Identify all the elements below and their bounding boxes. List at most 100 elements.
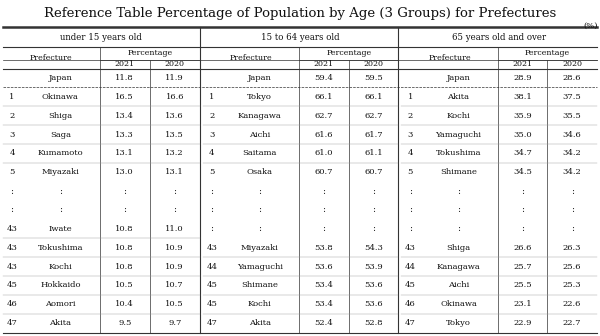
- Text: Hokkaido: Hokkaido: [40, 282, 80, 290]
- Text: 60.7: 60.7: [314, 168, 333, 176]
- Text: 2020: 2020: [364, 60, 383, 68]
- Text: 46: 46: [405, 300, 416, 308]
- Text: 5: 5: [209, 168, 214, 176]
- Text: 62.7: 62.7: [314, 112, 333, 120]
- Text: :: :: [521, 206, 524, 214]
- Text: 13.1: 13.1: [166, 168, 184, 176]
- Text: 2: 2: [10, 112, 14, 120]
- Text: 53.6: 53.6: [364, 300, 383, 308]
- Text: 22.7: 22.7: [563, 319, 581, 327]
- Text: 2020: 2020: [165, 60, 185, 68]
- Text: Kochi: Kochi: [248, 300, 272, 308]
- Text: 25.3: 25.3: [563, 282, 581, 290]
- Text: :: :: [211, 206, 214, 214]
- Text: 34.5: 34.5: [513, 168, 532, 176]
- Text: 13.2: 13.2: [166, 150, 184, 157]
- Text: 9.7: 9.7: [168, 319, 181, 327]
- Text: 45: 45: [206, 282, 217, 290]
- Text: 10.5: 10.5: [115, 282, 134, 290]
- Text: :: :: [211, 186, 214, 196]
- Text: Osaka: Osaka: [247, 168, 273, 176]
- Text: 43: 43: [7, 244, 17, 252]
- Text: :: :: [11, 186, 14, 196]
- Text: 11.8: 11.8: [115, 74, 134, 82]
- Text: Japan: Japan: [248, 74, 272, 82]
- Text: 2021: 2021: [115, 60, 135, 68]
- Text: 10.8: 10.8: [115, 263, 134, 270]
- Text: 60.7: 60.7: [364, 168, 383, 176]
- Text: Tokushima: Tokushima: [38, 244, 83, 252]
- Text: 45: 45: [405, 282, 416, 290]
- Text: 16.6: 16.6: [166, 93, 184, 101]
- Text: 13.6: 13.6: [166, 112, 184, 120]
- Text: 61.6: 61.6: [314, 130, 333, 138]
- Text: :: :: [571, 186, 574, 196]
- Text: 45: 45: [7, 282, 17, 290]
- Text: :: :: [322, 224, 325, 234]
- Text: :: :: [173, 186, 176, 196]
- Text: 10.9: 10.9: [166, 244, 184, 252]
- Text: 23.1: 23.1: [513, 300, 532, 308]
- Text: 53.4: 53.4: [314, 300, 333, 308]
- Text: Reference Table Percentage of Population by Age (3 Groups) for Prefectures: Reference Table Percentage of Population…: [44, 7, 556, 20]
- Text: 66.1: 66.1: [364, 93, 383, 101]
- Text: Miyazaki: Miyazaki: [241, 244, 279, 252]
- Text: Saitama: Saitama: [242, 150, 277, 157]
- Text: 26.3: 26.3: [563, 244, 581, 252]
- Text: Akita: Akita: [448, 93, 469, 101]
- Text: 10.7: 10.7: [166, 282, 184, 290]
- Text: 62.7: 62.7: [364, 112, 383, 120]
- Text: Shiga: Shiga: [446, 244, 470, 252]
- Text: 37.5: 37.5: [563, 93, 581, 101]
- Text: 13.5: 13.5: [166, 130, 184, 138]
- Text: :: :: [372, 224, 375, 234]
- Text: 47: 47: [206, 319, 217, 327]
- Text: 10.8: 10.8: [115, 225, 134, 233]
- Text: 2021: 2021: [512, 60, 532, 68]
- Text: 35.0: 35.0: [513, 130, 532, 138]
- Text: :: :: [11, 206, 14, 214]
- Text: 5: 5: [10, 168, 14, 176]
- Text: :: :: [571, 224, 574, 234]
- Text: 4: 4: [209, 150, 215, 157]
- Text: Shiga: Shiga: [48, 112, 73, 120]
- Text: 25.6: 25.6: [563, 263, 581, 270]
- Text: :: :: [211, 224, 214, 234]
- Text: 1: 1: [408, 93, 413, 101]
- Text: Akita: Akita: [249, 319, 271, 327]
- Text: Kanagawa: Kanagawa: [437, 263, 481, 270]
- Text: 65 years old and over: 65 years old and over: [452, 33, 546, 42]
- Text: Kumamoto: Kumamoto: [38, 150, 83, 157]
- Text: 22.6: 22.6: [563, 300, 581, 308]
- Text: :: :: [409, 186, 412, 196]
- Text: 13.1: 13.1: [115, 150, 134, 157]
- Text: 9.5: 9.5: [118, 319, 131, 327]
- Text: 45: 45: [206, 300, 217, 308]
- Text: 4: 4: [9, 150, 15, 157]
- Text: Aichi: Aichi: [448, 282, 469, 290]
- Text: 10.5: 10.5: [166, 300, 184, 308]
- Text: 43: 43: [405, 244, 416, 252]
- Text: :: :: [409, 224, 412, 234]
- Text: 2: 2: [408, 112, 413, 120]
- Text: 3: 3: [209, 130, 214, 138]
- Text: :: :: [457, 206, 460, 214]
- Text: Tokushima: Tokushima: [436, 150, 481, 157]
- Text: :: :: [571, 206, 574, 214]
- Text: 34.7: 34.7: [513, 150, 532, 157]
- Text: 13.4: 13.4: [115, 112, 134, 120]
- Text: 1: 1: [10, 93, 14, 101]
- Text: 3: 3: [408, 130, 413, 138]
- Text: 54.3: 54.3: [364, 244, 383, 252]
- Text: 53.6: 53.6: [314, 263, 333, 270]
- Text: 13.3: 13.3: [115, 130, 134, 138]
- Text: :: :: [322, 186, 325, 196]
- Text: 53.6: 53.6: [364, 282, 383, 290]
- Text: 52.8: 52.8: [364, 319, 383, 327]
- Text: 35.5: 35.5: [563, 112, 581, 120]
- Text: Japan: Japan: [446, 74, 470, 82]
- Text: Aomori: Aomori: [45, 300, 76, 308]
- Text: :: :: [259, 224, 262, 234]
- Text: Kanagawa: Kanagawa: [238, 112, 282, 120]
- Text: 2021: 2021: [314, 60, 334, 68]
